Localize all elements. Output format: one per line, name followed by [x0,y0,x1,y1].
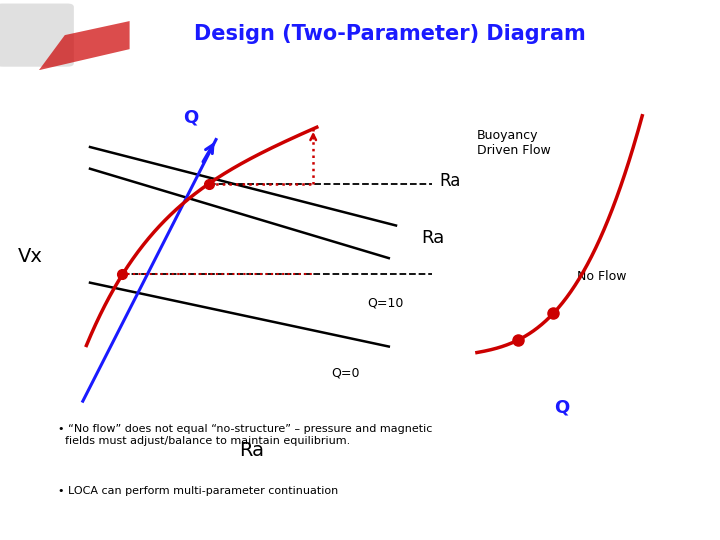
Text: Buoyancy
Driven Flow: Buoyancy Driven Flow [477,129,551,157]
Polygon shape [39,21,130,70]
Text: Design (Two-Parameter) Diagram: Design (Two-Parameter) Diagram [194,24,586,44]
Text: Ra: Ra [421,228,444,247]
Text: Q=0: Q=0 [331,367,360,380]
Text: Ra: Ra [439,172,461,190]
Text: Ra: Ra [240,441,264,460]
Text: Q: Q [183,109,199,127]
FancyBboxPatch shape [0,3,74,66]
Text: • “No flow” does not equal “no-structure” – pressure and magnetic
  fields must : • “No flow” does not equal “no-structure… [58,424,432,446]
Text: No Flow: No Flow [577,270,626,283]
Text: Q=10: Q=10 [367,296,404,309]
Text: Vx: Vx [18,247,43,266]
Text: Q: Q [554,399,570,416]
Text: • LOCA can perform multi-parameter continuation: • LOCA can perform multi-parameter conti… [58,486,338,496]
